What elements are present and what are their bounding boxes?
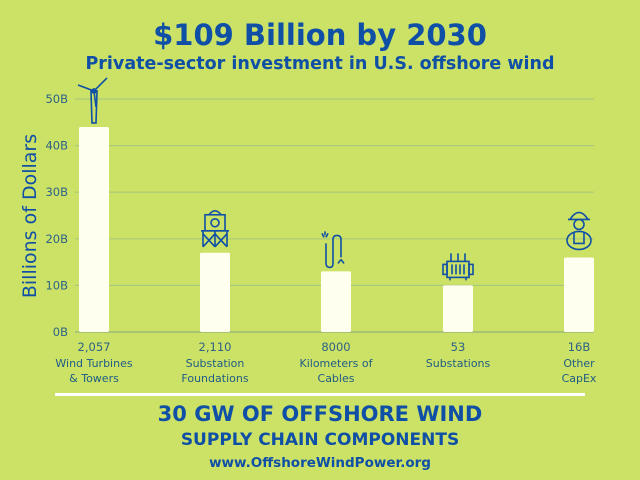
y-tick-label: 20B [45, 232, 68, 246]
lattice [201, 229, 229, 248]
wind-turbine-icon [77, 77, 108, 124]
category-label: Substation [186, 357, 245, 370]
category-label: Other [563, 357, 595, 370]
category-count: 2,057 [78, 340, 111, 354]
bushings [449, 253, 467, 281]
category-label: Kilometers of [300, 357, 374, 370]
transformer-body [446, 260, 470, 279]
bar [79, 126, 109, 333]
turbine-hub [91, 88, 97, 94]
cable-icon [321, 231, 345, 269]
category-count: 16B [568, 340, 591, 354]
category-label: Cables [318, 372, 355, 385]
y-tick-label: 40B [45, 139, 68, 153]
website-link[interactable]: www.OffshoreWindPower.org [209, 455, 431, 471]
y-tick-label: 0B [53, 325, 68, 339]
bar [200, 252, 230, 332]
category-label: Substations [426, 357, 491, 370]
y-axis-label: Billions of Dollars [19, 134, 41, 298]
chart-title: $109 Billion by 2030 [153, 18, 487, 52]
oil-drop [210, 217, 220, 228]
footer-heading: 30 GW OF OFFSHORE WIND [157, 402, 483, 426]
body [566, 230, 592, 251]
footer-subheading: SUPPLY CHAIN COMPONENTS [180, 430, 460, 450]
y-tick-label: 50B [45, 92, 68, 106]
category-count: 2,110 [199, 340, 232, 354]
category-count: 8000 [321, 340, 350, 354]
bar [321, 271, 351, 332]
category-count: 53 [451, 340, 466, 354]
sparks [321, 231, 345, 264]
head [573, 218, 585, 231]
turbine-tower [90, 90, 98, 124]
hard-hat [568, 211, 590, 221]
category-label: Foundations [181, 372, 248, 385]
category-label: CapEx [562, 372, 597, 385]
overalls [573, 231, 585, 245]
bar-chart: 0B 10B 20B 30B 40B 50B Billions of Dollars 2,05… [19, 77, 597, 385]
bar [443, 285, 473, 332]
tank [204, 213, 226, 232]
bar [564, 257, 594, 332]
y-tick-label: 10B [45, 278, 68, 292]
divider [55, 393, 585, 396]
substation-foundation-icon [201, 209, 229, 248]
category-label: & Towers [69, 372, 119, 385]
category-label: Wind Turbines [55, 357, 132, 370]
right-fin [468, 263, 474, 276]
cable [325, 234, 342, 269]
worker-icon [566, 211, 592, 251]
tank-top [208, 209, 222, 216]
transformer-icon [442, 253, 474, 281]
left-fin [442, 263, 448, 276]
y-tick-label: 30B [45, 185, 68, 199]
chart-subtitle: Private-sector investment in U.S. offsho… [85, 54, 555, 74]
